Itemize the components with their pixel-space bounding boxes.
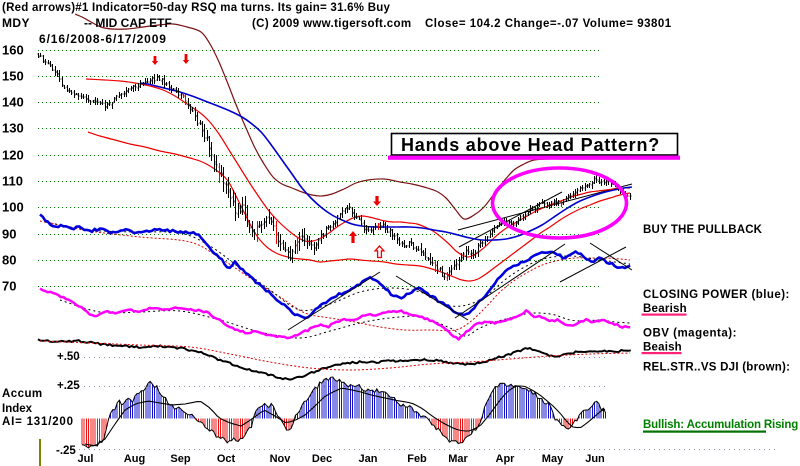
svg-text:+.50: +.50 xyxy=(57,351,80,363)
svg-text:OBV (magenta):: OBV (magenta): xyxy=(643,328,737,340)
svg-text:-- MID CAP ETF: -- MID CAP ETF xyxy=(84,16,172,30)
svg-text:BUY THE PULLBACK: BUY THE PULLBACK xyxy=(643,224,763,236)
svg-text:110: 110 xyxy=(2,174,23,189)
svg-text:120: 120 xyxy=(2,148,24,163)
svg-text:(Red arrows)#1 Indicator=50-da: (Red arrows)#1 Indicator=50-day RSQ ma t… xyxy=(2,2,391,14)
svg-text:-.25: -.25 xyxy=(56,445,76,457)
svg-text:Jun: Jun xyxy=(585,453,605,465)
svg-text:Dec: Dec xyxy=(312,453,332,465)
svg-text:150: 150 xyxy=(2,69,24,84)
svg-text:Index: Index xyxy=(2,403,33,415)
svg-text:Close= 104.2 Change=-.07 Vol: Close= 104.2 Change=-.07 Volume= 93801 xyxy=(425,18,672,30)
svg-text:MDY: MDY xyxy=(2,16,30,30)
svg-text:100: 100 xyxy=(2,200,24,215)
svg-text:Jul: Jul xyxy=(78,453,94,465)
svg-text:90: 90 xyxy=(2,227,16,242)
svg-text:6/16/2008-6/17/2009: 6/16/2008-6/17/2009 xyxy=(39,32,167,46)
svg-text:70: 70 xyxy=(2,279,16,294)
svg-text:+.25: +.25 xyxy=(57,380,80,392)
svg-text:AI= 131/200: AI= 131/200 xyxy=(2,416,74,428)
svg-text:Jan: Jan xyxy=(359,453,378,465)
svg-text:Bearish: Bearish xyxy=(643,303,687,315)
svg-text:Hands above Head Pattern?: Hands above Head Pattern? xyxy=(401,135,660,155)
svg-text:Oct: Oct xyxy=(217,453,236,465)
svg-text:140: 140 xyxy=(2,95,24,110)
svg-text:Apr: Apr xyxy=(496,453,516,465)
svg-text:160: 160 xyxy=(2,43,24,58)
svg-text:(C) 2009 www.tigersoft.com: (C) 2009 www.tigersoft.com xyxy=(252,18,411,30)
svg-text:Sep: Sep xyxy=(170,453,190,465)
svg-text:Nov: Nov xyxy=(270,453,292,465)
svg-text:80: 80 xyxy=(2,253,16,268)
svg-text:Feb: Feb xyxy=(407,453,427,465)
svg-text:May: May xyxy=(542,453,564,465)
svg-text:Accum: Accum xyxy=(2,388,43,400)
svg-text:Beaish: Beaish xyxy=(643,342,682,354)
svg-text:Mar: Mar xyxy=(448,453,468,465)
svg-text:Aug: Aug xyxy=(124,453,145,465)
svg-text:Bullish: Accumulation Rising: Bullish: Accumulation Rising xyxy=(643,419,798,431)
svg-text:CLOSING POWER (blue):: CLOSING POWER (blue): xyxy=(643,289,790,301)
svg-text:130: 130 xyxy=(2,121,24,136)
svg-text:REL.STR..VS DJI (brown):: REL.STR..VS DJI (brown): xyxy=(643,362,790,374)
